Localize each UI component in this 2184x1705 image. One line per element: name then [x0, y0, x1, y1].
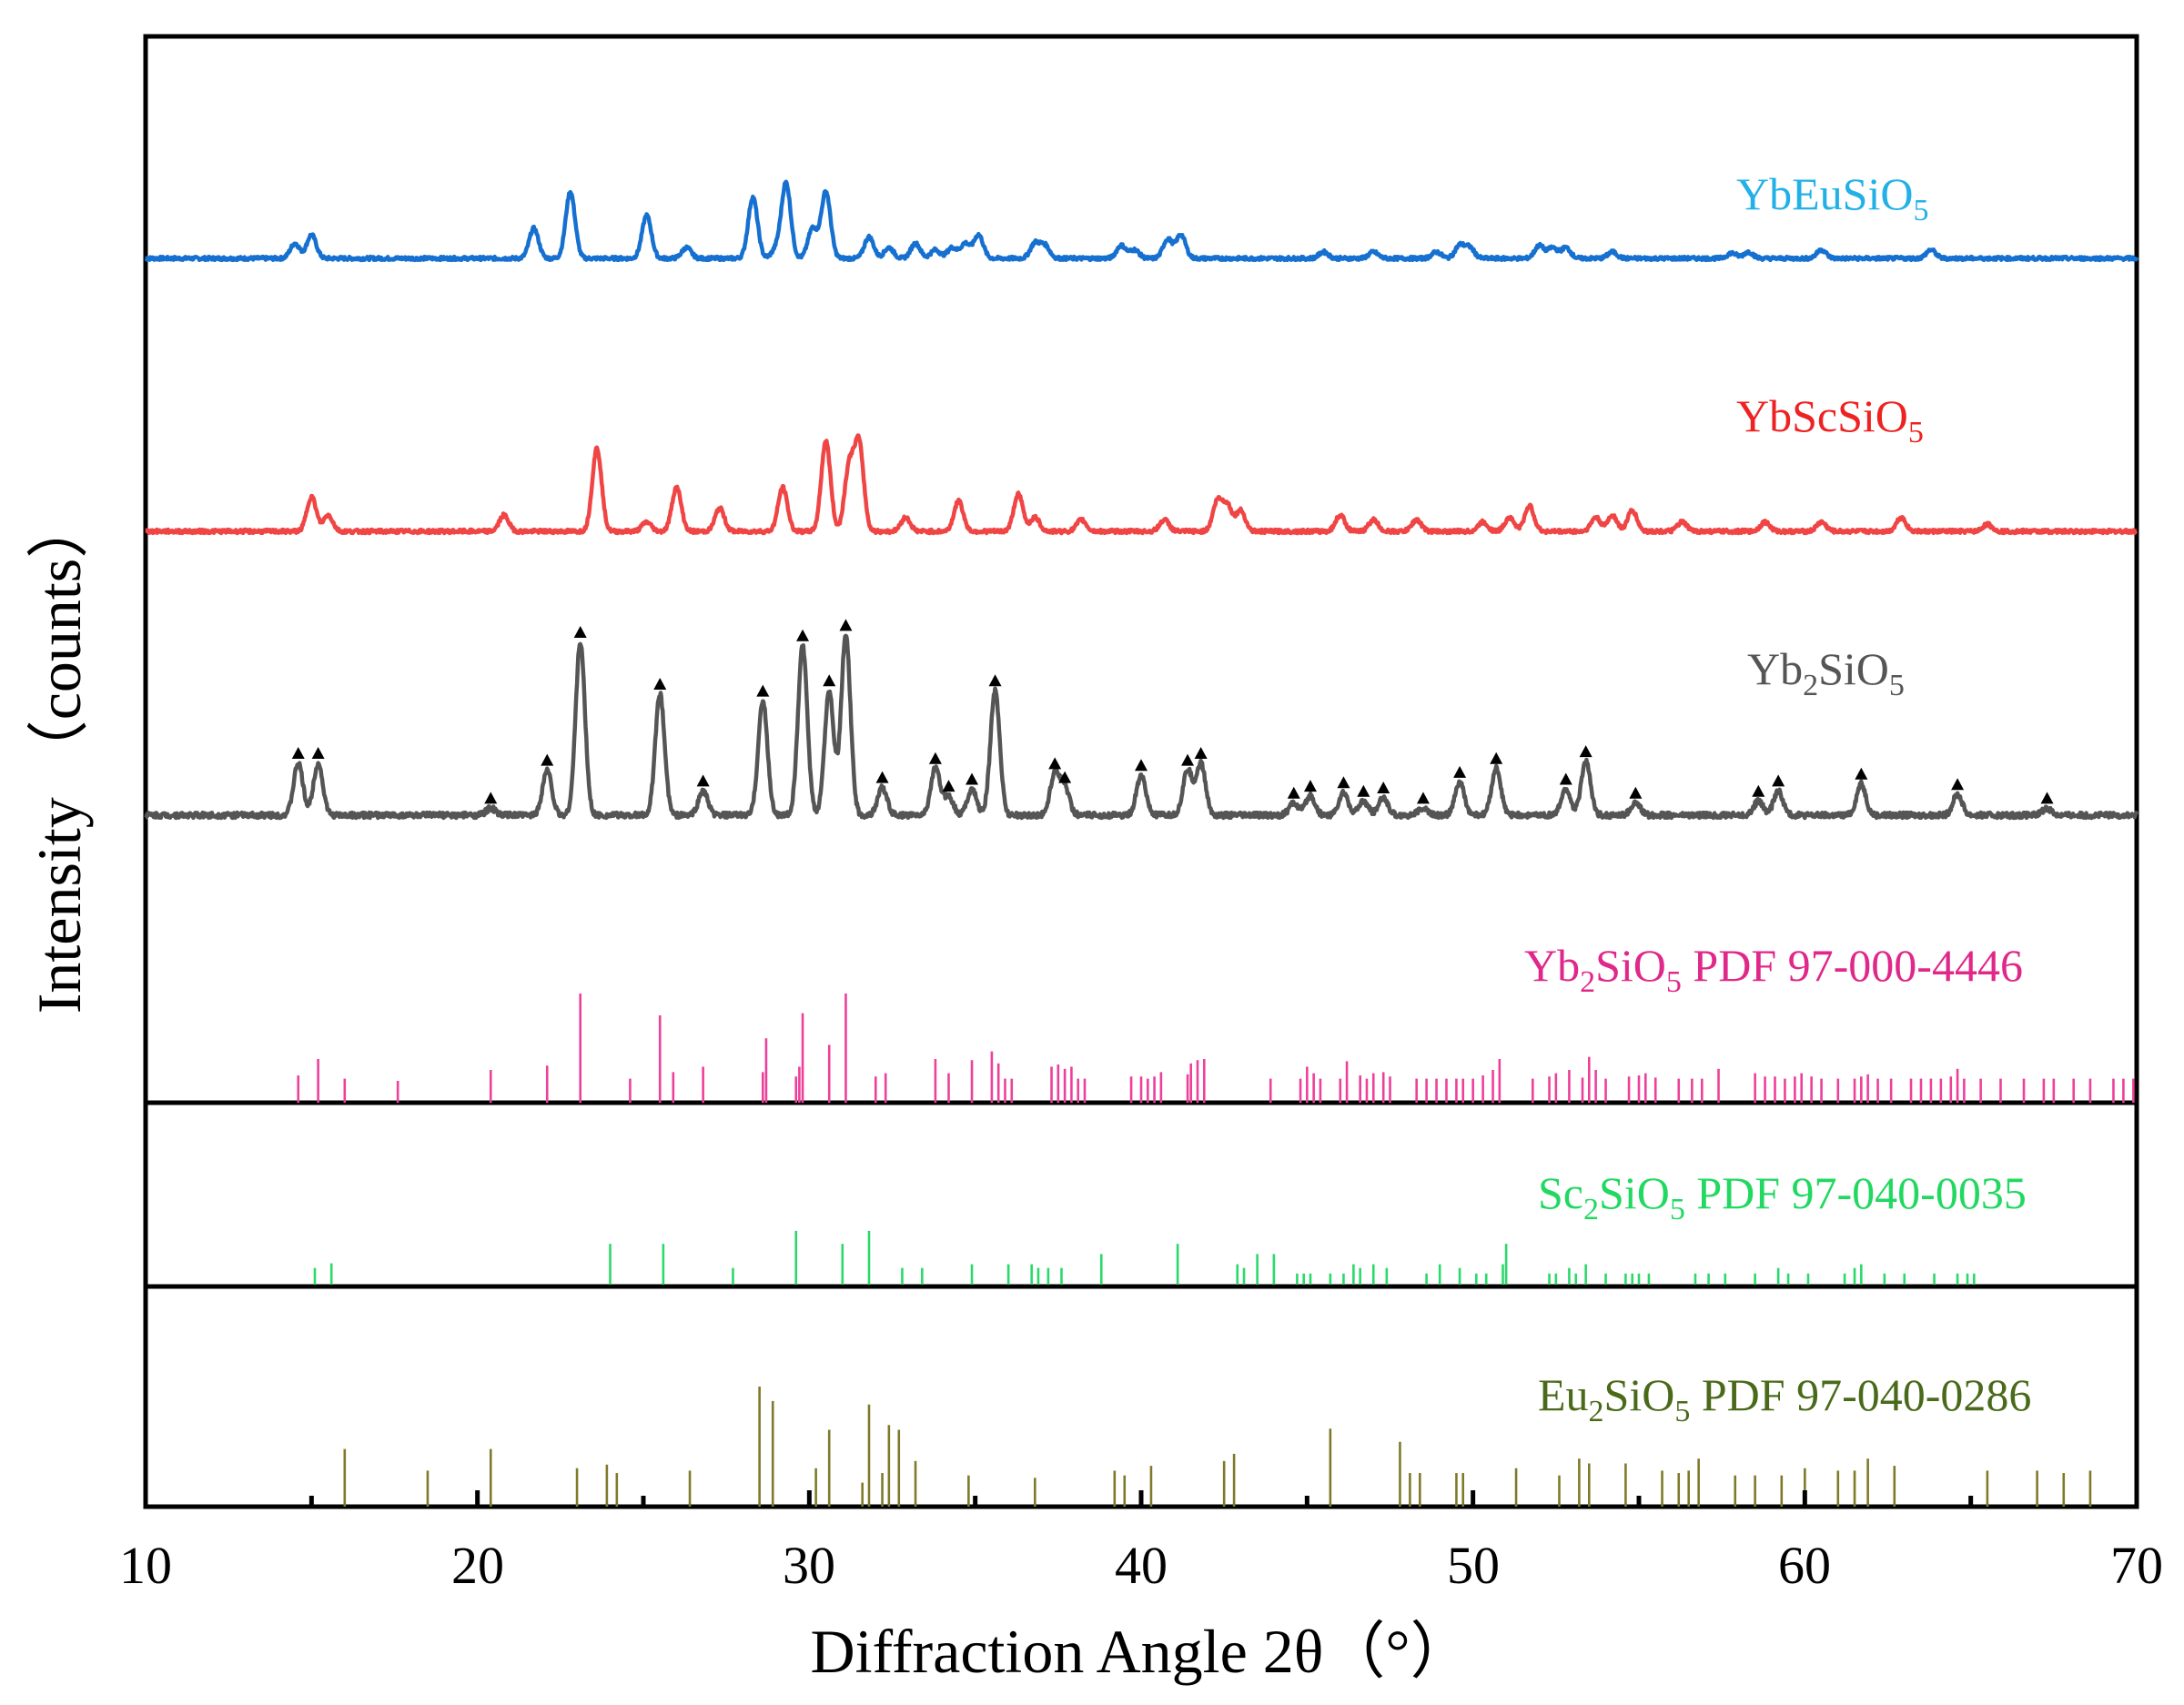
peak-marker — [653, 678, 667, 690]
x-tick-label: 10 — [119, 1536, 172, 1595]
label-pdf-yb-rest: PDF 97-000-4446 — [1682, 940, 2023, 991]
label-pdf-eu-base: Eu — [1538, 1369, 1589, 1420]
label-yb2sio5-mid: SiO — [1818, 643, 1889, 694]
peak-marker — [875, 771, 889, 783]
label-yb2sio5-sub2: 5 — [1889, 669, 1905, 702]
curve-ybeusio5 — [144, 179, 2139, 263]
peak-marker — [988, 674, 1002, 687]
peak-marker — [311, 747, 325, 759]
peak-marker — [1357, 784, 1370, 797]
x-tick-labels: 10 20 30 40 50 60 70 — [119, 1536, 2163, 1595]
label-ybeusio5-base: YbEuSiO — [1736, 168, 1913, 219]
peak-marker — [966, 772, 979, 785]
peak-marker — [2040, 792, 2054, 804]
label-pdf-sc-mid: SiO — [1599, 1167, 1670, 1218]
measured-patterns — [144, 179, 2139, 821]
peak-marker — [484, 792, 498, 804]
x-tick-label: 30 — [783, 1536, 835, 1595]
peak-marker — [1287, 786, 1300, 799]
peak-marker — [942, 780, 956, 792]
peak-marker — [928, 752, 942, 764]
peak-marker — [1951, 778, 1965, 791]
x-tick-label: 70 — [2110, 1536, 2163, 1595]
peak-marker — [1416, 792, 1430, 804]
peak-marker — [1629, 786, 1643, 799]
peak-marker — [1303, 780, 1317, 792]
label-pdf-yb2sio5: Yb2SiO5 PDF 97-000-4446 — [1524, 940, 2023, 999]
label-pdf-yb-mid: SiO — [1595, 940, 1666, 991]
peak-marker — [1559, 772, 1572, 785]
x-axis-ticks — [143, 1490, 2139, 1507]
peak-marker — [796, 629, 810, 641]
peak-marker — [1377, 782, 1390, 793]
peak-marker — [839, 619, 853, 631]
curve-ybscsio5 — [144, 433, 2138, 536]
peak-marker — [1058, 771, 1072, 783]
peak-marker — [1135, 759, 1148, 772]
label-ybscsio5-sub: 5 — [1908, 416, 1924, 449]
peak-marker — [1752, 784, 1765, 797]
peak-marker — [1048, 757, 1062, 770]
label-ybscsio5-base: YbScSiO — [1736, 390, 1908, 441]
curve-yb2sio5 — [144, 633, 2139, 821]
label-yb2sio5: Yb2SiO5 — [1747, 643, 1905, 702]
peak-marker — [1855, 767, 1868, 780]
peak-marker — [696, 774, 710, 787]
label-pdf-yb-sub2: 5 — [1666, 965, 1682, 999]
y-axis-title: Intensity （counts） — [25, 497, 94, 1014]
yb2sio5-peak-markers — [291, 619, 2054, 804]
peak-marker — [1337, 776, 1350, 789]
peak-marker — [573, 626, 587, 638]
label-pdf-sc-base: Sc — [1538, 1167, 1583, 1218]
label-pdf-eu-mid: SiO — [1604, 1369, 1675, 1420]
label-yb2sio5-base: Yb — [1747, 643, 1803, 694]
label-ybscsio5: YbScSiO5 — [1736, 390, 1924, 449]
x-tick-label: 50 — [1447, 1536, 1500, 1595]
x-tick-label: 20 — [451, 1536, 504, 1595]
label-pdf-sc-rest: PDF 97-040-0035 — [1685, 1167, 2027, 1218]
label-pdf-sc-sub1: 2 — [1583, 1193, 1599, 1226]
label-pdf-sc2sio5: Sc2SiO5 PDF 97-040-0035 — [1538, 1167, 2027, 1226]
x-tick-label: 60 — [1778, 1536, 1831, 1595]
label-yb2sio5-sub1: 2 — [1803, 669, 1818, 702]
x-axis-title: Diffraction Angle 2θ（°） — [810, 1617, 1471, 1686]
peak-marker — [756, 684, 770, 697]
peak-marker — [291, 747, 305, 759]
x-tick-label: 40 — [1115, 1536, 1168, 1595]
peak-marker — [1772, 774, 1785, 787]
label-pdf-eu-sub1: 2 — [1589, 1395, 1604, 1428]
label-pdf-sc-sub2: 5 — [1670, 1193, 1685, 1226]
peak-marker — [1490, 752, 1503, 764]
reference-patterns — [297, 994, 2135, 1507]
label-pdf-yb-sub1: 2 — [1580, 965, 1595, 999]
peak-marker — [1453, 765, 1467, 778]
label-pdf-eu2sio5: Eu2SiO5 PDF 97-040-0286 — [1538, 1369, 2031, 1428]
label-pdf-yb-base: Yb — [1524, 940, 1580, 991]
peak-marker — [823, 674, 836, 687]
label-pdf-eu-rest: PDF 97-040-0286 — [1690, 1369, 2031, 1420]
label-ybeusio5: YbEuSiO5 — [1736, 168, 1928, 227]
peak-marker — [1181, 753, 1195, 766]
peak-marker — [1579, 745, 1592, 758]
peak-marker — [541, 753, 554, 766]
peak-marker — [1194, 747, 1208, 759]
label-pdf-eu-sub2: 5 — [1674, 1395, 1690, 1428]
label-ybeusio5-sub: 5 — [1913, 194, 1928, 227]
